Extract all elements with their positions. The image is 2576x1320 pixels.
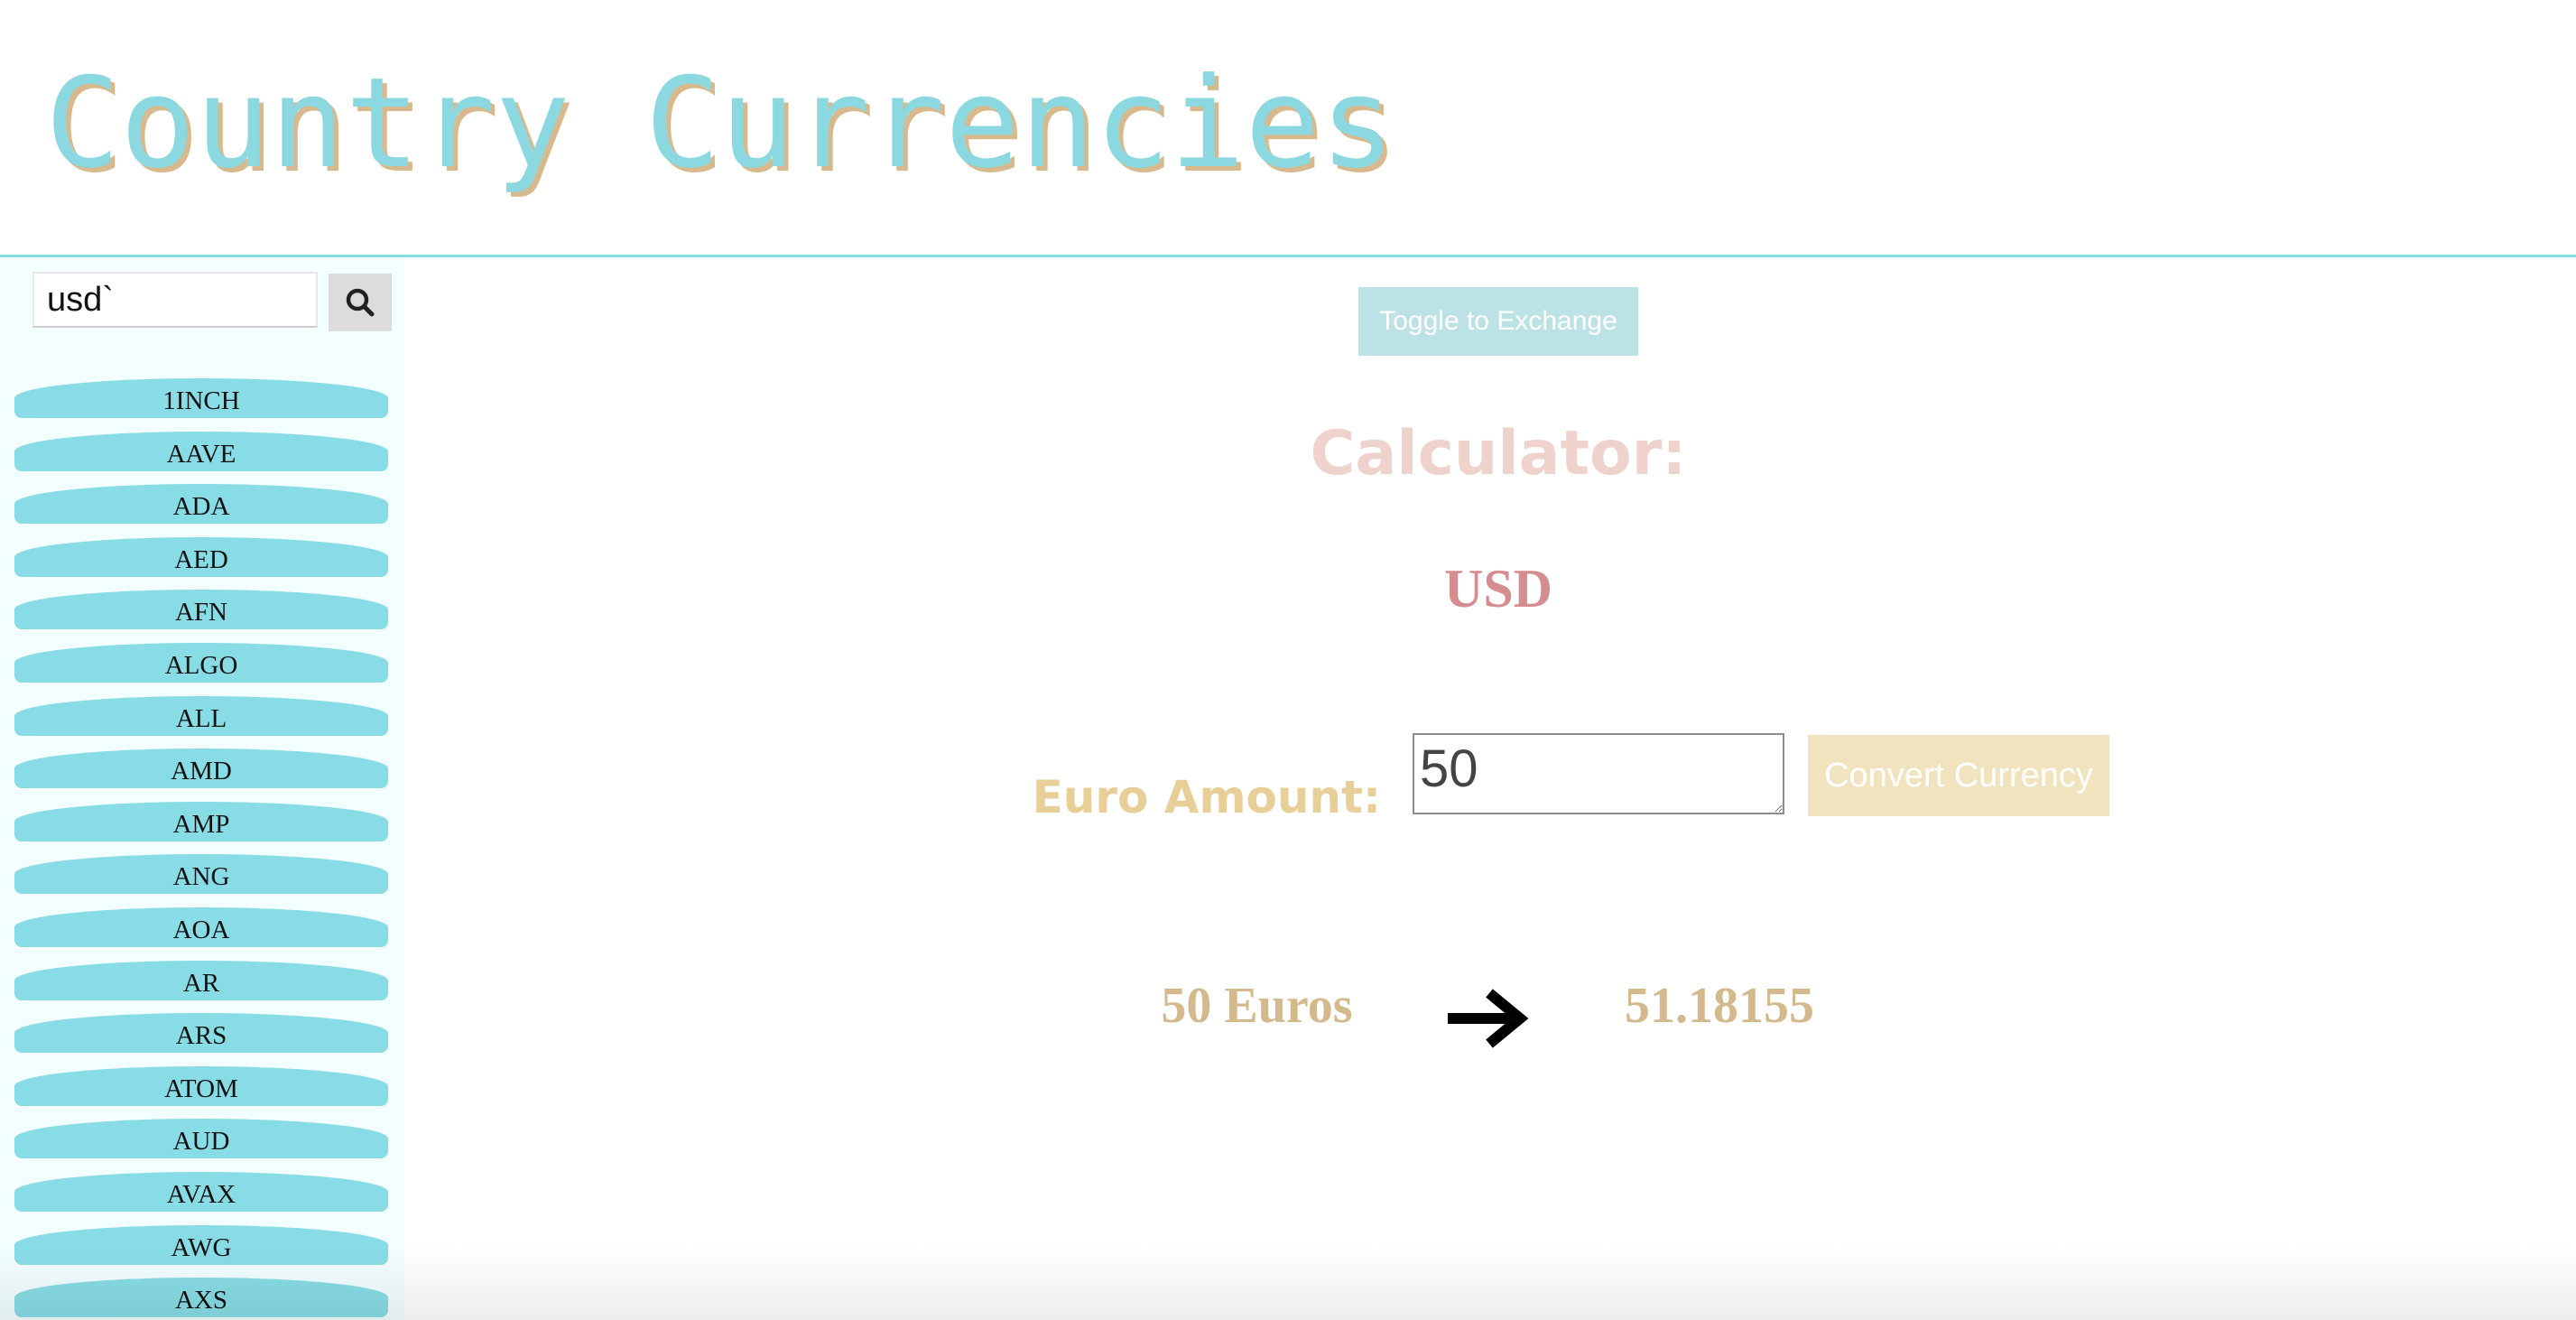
euro-amount-input[interactable]: 50 bbox=[1413, 733, 1784, 814]
currency-item[interactable]: AED bbox=[14, 536, 388, 577]
currency-item[interactable]: 1INCH bbox=[14, 378, 388, 418]
calculator-heading: Calculator: bbox=[1310, 418, 1687, 489]
result-from-amount: 50 Euros bbox=[1161, 978, 1353, 1034]
toggle-exchange-button[interactable]: Toggle to Exchange bbox=[1358, 287, 1638, 356]
selected-currency-code: USD bbox=[1443, 559, 1553, 618]
currency-item[interactable]: ADA bbox=[14, 484, 388, 525]
currency-list: 1INCH AAVE ADA AED AFN ALGO ALL AMD AMP … bbox=[14, 378, 388, 1320]
currency-item[interactable]: AOA bbox=[14, 906, 388, 947]
euro-amount-label: Euro Amount: bbox=[1032, 771, 1381, 823]
currency-item[interactable]: AAVE bbox=[14, 431, 388, 471]
convert-currency-button[interactable]: Convert Currency bbox=[1808, 735, 2109, 816]
currency-sidebar: 1INCH AAVE ADA AED AFN ALGO ALL AMD AMP … bbox=[0, 257, 404, 1320]
search-button[interactable] bbox=[329, 274, 392, 331]
currency-item[interactable]: ANG bbox=[14, 854, 388, 895]
result-converted-amount: 51.18155 bbox=[1625, 978, 1814, 1034]
page-title: Country Currencies bbox=[45, 51, 1395, 196]
search-input[interactable] bbox=[32, 272, 318, 328]
search-bar bbox=[32, 272, 394, 331]
search-icon bbox=[346, 288, 375, 317]
currency-item[interactable]: AFN bbox=[14, 590, 388, 630]
currency-item[interactable]: AVAX bbox=[14, 1171, 388, 1212]
currency-item[interactable]: AWG bbox=[14, 1224, 388, 1265]
currency-item[interactable]: AUD bbox=[14, 1119, 388, 1159]
currency-item[interactable]: AMD bbox=[14, 748, 388, 789]
currency-item[interactable]: AR bbox=[14, 960, 388, 1000]
currency-item[interactable]: ARS bbox=[14, 1013, 388, 1054]
page-header: Country Currencies bbox=[0, 0, 2576, 257]
arrow-right-icon bbox=[1448, 989, 1529, 1048]
currency-item[interactable]: AMP bbox=[14, 801, 388, 841]
currency-item[interactable]: ALL bbox=[14, 695, 388, 736]
currency-item[interactable]: ALGO bbox=[14, 642, 388, 683]
currency-item[interactable]: AXS bbox=[14, 1278, 388, 1318]
currency-item[interactable]: ATOM bbox=[14, 1065, 388, 1106]
